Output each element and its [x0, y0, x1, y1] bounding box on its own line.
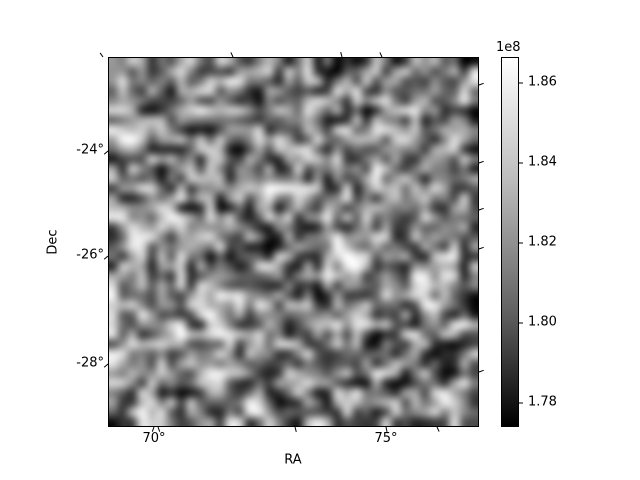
x-axis-top-tick: [99, 52, 104, 58]
y-axis-label: Dec: [45, 229, 61, 255]
x-tick-label: 75°: [374, 431, 398, 446]
heatmap-image: [108, 57, 479, 427]
y-tick-label: -26°: [76, 247, 104, 263]
y-tick-label: -24°: [76, 142, 104, 158]
y-axis-right-tick: [478, 82, 484, 86]
y-axis-right-tick: [478, 246, 484, 250]
x-axis-tick: [294, 426, 297, 432]
x-tick-label: 70°: [142, 431, 166, 446]
colorbar-tick-label: 1.80: [528, 314, 557, 330]
y-axis-right-tick: [478, 369, 484, 373]
x-axis-label: RA: [284, 452, 302, 468]
colorbar: [501, 57, 519, 427]
y-axis-right-tick: [478, 160, 484, 164]
y-axis-right-tick: [478, 207, 484, 211]
x-axis-tick: [436, 426, 440, 432]
colorbar-offset-label: 1e8: [496, 40, 521, 55]
y-tick-label: -28°: [76, 355, 104, 371]
colorbar-tick-label: 1.86: [528, 74, 557, 90]
colorbar-tick-label: 1.84: [528, 154, 557, 170]
colorbar-tick-label: 1.82: [528, 234, 557, 250]
colorbar-tick-label: 1.78: [528, 394, 557, 410]
